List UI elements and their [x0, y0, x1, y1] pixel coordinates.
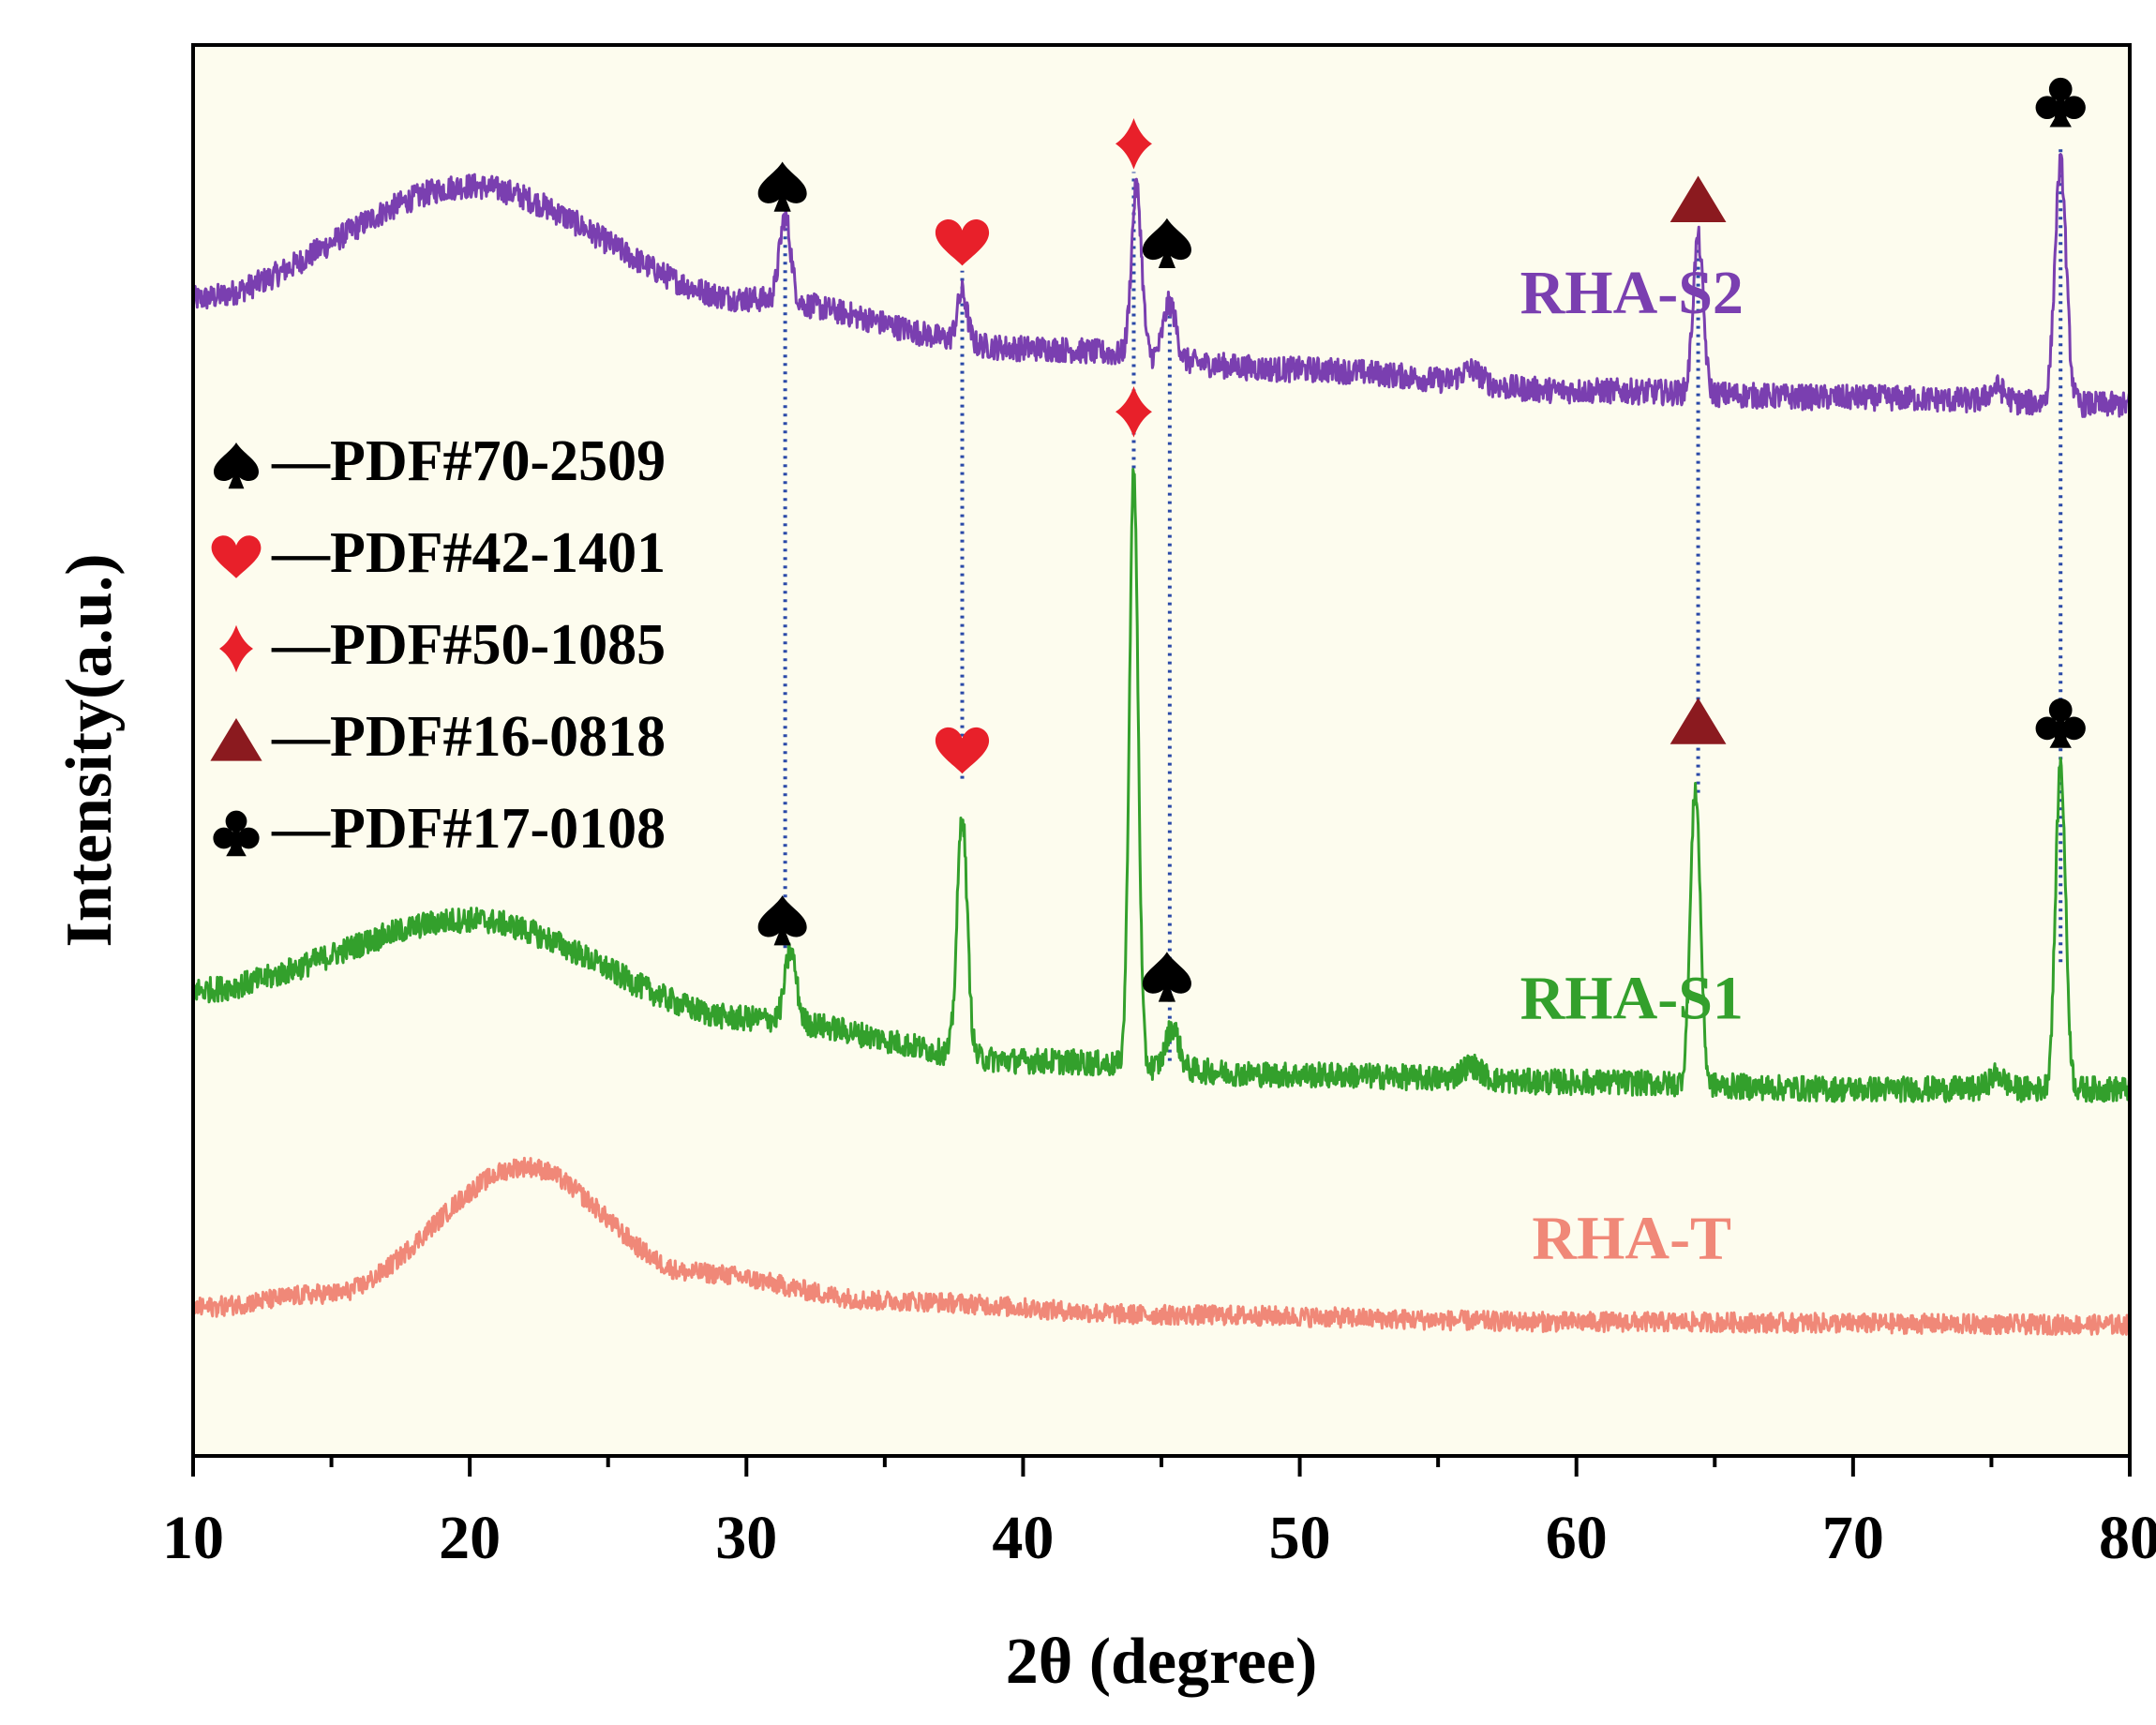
legend-label: —PDF#50-1085 [271, 613, 666, 677]
heart-icon [935, 219, 990, 266]
plot-background [193, 45, 2130, 1456]
legend: —PDF#70-2509 —PDF#42-1401 —PDF#50-1085 —PDF… [210, 429, 666, 861]
legend-club-icon [213, 810, 260, 857]
diamond-icon [1115, 386, 1152, 438]
spade-icon [757, 895, 807, 946]
triangle-icon [1669, 175, 1727, 222]
series-layer [191, 153, 2132, 1336]
x-tick-label: 10 [162, 1504, 224, 1572]
series-label: RHA-S2 [1520, 259, 1744, 327]
x-tick-label: 80 [2099, 1504, 2156, 1572]
series-label: RHA-T [1532, 1204, 1731, 1272]
x-tick-label: 50 [1269, 1504, 1331, 1572]
series-labels: RHA-S2 RHA-S1 RHA-T [1520, 259, 1744, 1272]
spade-icon [1142, 952, 1191, 1002]
triangle-icon [1669, 698, 1727, 744]
legend-label: —PDF#70-2509 [271, 429, 666, 493]
legend-spade-icon [214, 442, 259, 489]
legend-triangle-icon [210, 718, 262, 761]
series-line-rha-s2 [191, 153, 2132, 418]
x-axis-title: 2θ (degree) [1006, 1626, 1318, 1698]
legend-label: —PDF#16-0818 [271, 705, 666, 769]
x-tick-label: 30 [715, 1504, 777, 1572]
legend-label: —PDF#42-1401 [271, 521, 666, 585]
y-axis-title: Intensity(a.u.) [53, 553, 126, 947]
x-tick-label: 70 [1822, 1504, 1884, 1572]
heart-icon [935, 727, 990, 774]
legend-label: —PDF#17-0108 [271, 797, 666, 861]
diamond-icon [1115, 118, 1152, 170]
club-icon [2035, 77, 2086, 128]
club-icon [2035, 698, 2086, 748]
x-tick-label: 20 [439, 1504, 501, 1572]
spade-icon [757, 161, 807, 212]
series-line-rha-s1 [191, 468, 2132, 1103]
series-line-rha-t [191, 1156, 2132, 1336]
peak-markers [757, 77, 2086, 1002]
spade-icon [1142, 218, 1191, 268]
series-label: RHA-S1 [1520, 964, 1744, 1032]
legend-diamond-icon [219, 624, 253, 673]
legend-heart-icon [211, 535, 262, 578]
x-tick-label: 60 [1546, 1504, 1608, 1572]
x-axis-ticks: 10 20 30 40 50 60 70 80 [162, 1456, 2156, 1572]
x-tick-label: 40 [992, 1504, 1054, 1572]
